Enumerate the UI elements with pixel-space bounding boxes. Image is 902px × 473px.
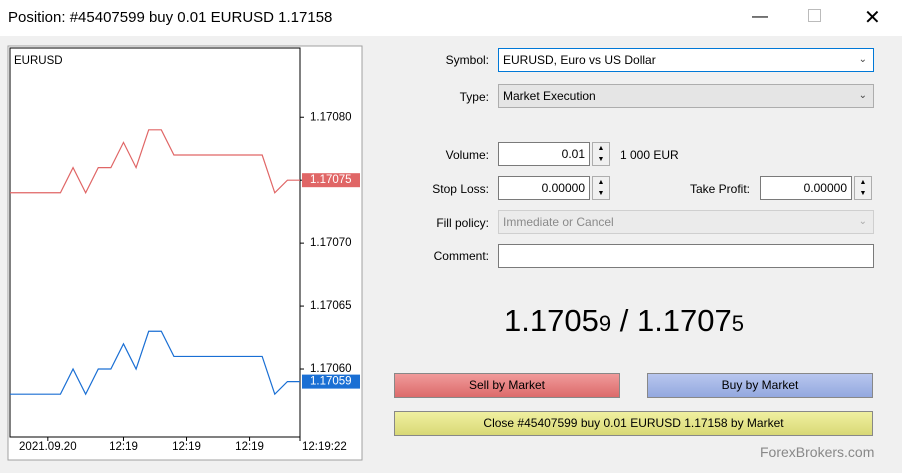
close-position-button[interactable]: Close #45407599 buy 0.01 EURUSD 1.17158 … [394, 411, 873, 436]
volume-note: 1 000 EUR [620, 148, 679, 162]
y-tick-label: 1.17080 [310, 111, 352, 123]
window-title: Position: #45407599 buy 0.01 EURUSD 1.17… [8, 9, 333, 26]
take-profit-label: Take Profit: [689, 182, 750, 196]
ask-price: 1.1707 [636, 303, 732, 338]
type-value: Market Execution [503, 89, 596, 103]
last-price-label: 1.17059 [310, 376, 352, 388]
stop-loss-input[interactable]: 0.00000 [498, 176, 590, 200]
bid-price-small: 9 [598, 311, 612, 336]
volume-label: Volume: [445, 148, 489, 162]
type-label: Type: [459, 90, 489, 104]
title-bar [0, 0, 902, 36]
volume-spinner[interactable]: ▲ ▼ [592, 142, 610, 166]
symbol-value: EURUSD, Euro vs US Dollar [503, 53, 656, 67]
take-profit-spinner[interactable]: ▲ ▼ [854, 176, 872, 200]
fill-policy-select: Immediate or Cancel ⌄ [498, 210, 874, 234]
last-price-box [302, 374, 360, 389]
y-tick-label: 1.17060 [310, 363, 352, 375]
x-tick-label: 12:19 [172, 441, 201, 453]
x-tick-label: 2021.09.20 [19, 441, 77, 453]
fill-policy-label: Fill policy: [436, 216, 489, 230]
y-tick-label: 1.17065 [310, 300, 352, 312]
sell-button[interactable]: Sell by Market [394, 373, 620, 398]
buy-button[interactable]: Buy by Market [647, 373, 873, 398]
fill-policy-value: Immediate or Cancel [503, 215, 614, 229]
comment-label: Comment: [433, 249, 489, 263]
maximize-button[interactable] [808, 9, 821, 22]
watermark: ForexBrokers.com [760, 444, 875, 460]
comment-input[interactable] [498, 244, 874, 268]
price-line [10, 330, 300, 396]
tick-chart: EURUSD 1.17060 1.17065 1.17070 1.17075 1.170… [7, 45, 363, 461]
take-profit-input[interactable]: 0.00000 [760, 176, 852, 200]
x-tick-label: 12:19 [109, 441, 138, 453]
price-line [10, 129, 300, 195]
volume-input[interactable]: 0.01 [498, 142, 590, 166]
price-display: 1.17059 / 1.17075 [504, 303, 744, 339]
last-price-box [302, 173, 360, 188]
chart-symbol: EURUSD [14, 55, 63, 67]
minimize-button[interactable]: — [752, 8, 768, 25]
stop-loss-label: Stop Loss: [432, 182, 489, 196]
x-tick-label: 12:19:22 [302, 441, 347, 453]
stop-loss-spinner[interactable]: ▲ ▼ [592, 176, 610, 200]
symbol-label: Symbol: [445, 53, 489, 67]
symbol-select[interactable]: EURUSD, Euro vs US Dollar ⌄ [498, 48, 874, 72]
type-select[interactable]: Market Execution ⌄ [498, 84, 874, 108]
close-window-button[interactable]: ✕ [864, 7, 881, 29]
y-tick-label: 1.17070 [310, 237, 352, 249]
bid-price: 1.1705 [504, 303, 599, 338]
ask-price-small: 5 [731, 311, 745, 336]
x-tick-label: 12:19 [235, 441, 264, 453]
plot-frame [9, 47, 301, 438]
last-price-label: 1.17075 [310, 174, 352, 186]
price-separator: / [619, 303, 629, 338]
chart-panel [7, 45, 363, 461]
